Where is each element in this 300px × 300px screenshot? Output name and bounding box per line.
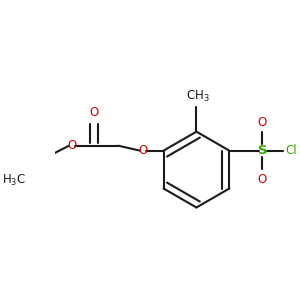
Text: O: O (258, 172, 267, 186)
Text: S: S (257, 144, 267, 157)
Text: O: O (258, 116, 267, 129)
Text: O: O (89, 106, 98, 119)
Text: O: O (138, 144, 147, 157)
Text: H$_3$C: H$_3$C (2, 172, 27, 188)
Text: Cl: Cl (286, 144, 297, 157)
Text: O: O (67, 139, 76, 152)
Text: CH$_3$: CH$_3$ (186, 88, 209, 104)
